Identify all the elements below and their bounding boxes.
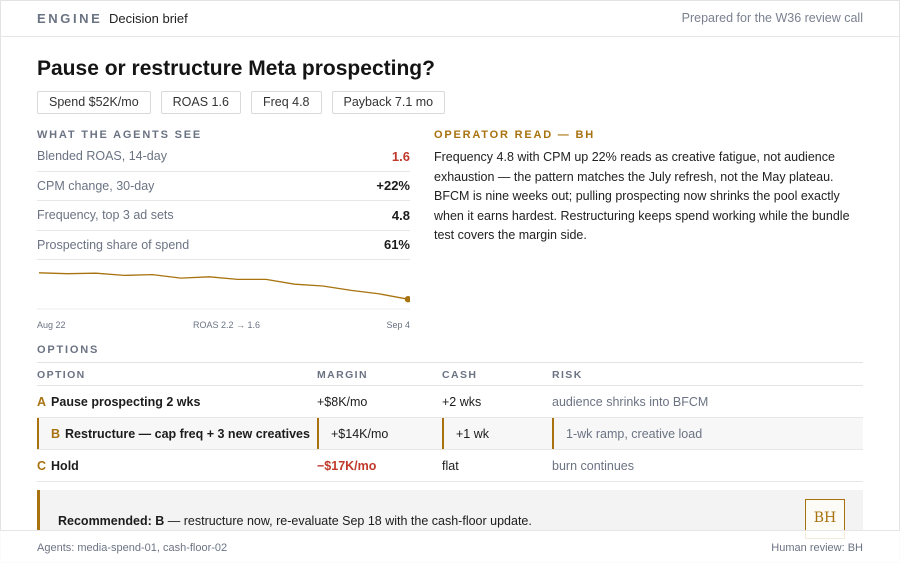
option-letter: B	[51, 427, 61, 441]
recommendation-callout: Recommended: B — restructure now, re-eva…	[37, 490, 863, 539]
agents-section-title: WHAT THE AGENTS SEE	[37, 129, 202, 141]
page-title: Pause or restructure Meta prospecting?	[37, 57, 435, 80]
chip-roas: ROAS 1.6	[160, 91, 241, 114]
metric-label: Blended ROAS, 14-day	[37, 149, 167, 164]
selected-marker	[37, 418, 39, 449]
recommendation-lead: Recommended: B	[58, 514, 165, 528]
metric-value: 1.6	[391, 148, 410, 164]
chip-spend: Spend $52K/mo	[37, 91, 151, 114]
metric-label: Prospecting share of spend	[37, 237, 190, 252]
header-risk: RISK	[552, 369, 583, 381]
metric-label: CPM change, 30-day	[37, 178, 155, 193]
metric-row: Prospecting share of spend 61%	[37, 231, 410, 260]
top-bar: ENGINE Decision brief Prepared for the W…	[0, 0, 900, 37]
spark-labels: Aug 22 ROAS 2.2 → 1.6 Sep 4	[37, 320, 410, 332]
chip-payback: Payback 7.1 mo	[331, 91, 446, 114]
option-risk: audience shrinks into BFCM	[552, 395, 709, 409]
options-section-title: OPTIONS	[37, 344, 100, 356]
metric-value: 61%	[383, 237, 410, 253]
spark-start-label: Aug 22	[37, 320, 66, 330]
options-table: OPTION MARGIN CASH RISK A Pause prospecti…	[37, 362, 863, 482]
option-risk: 1-wk ramp, creative load	[566, 427, 703, 441]
roas-series-line	[38, 272, 409, 300]
roas-sparkline	[37, 272, 410, 310]
column-divider	[442, 418, 444, 449]
option-letter: C	[37, 459, 47, 473]
option-row-b[interactable]: B Restructure — cap freq + 3 new creative…	[37, 418, 863, 450]
footer-review: Human review: BH	[771, 542, 863, 554]
option-cell: C Hold	[37, 459, 79, 473]
option-name: Pause prospecting 2 wks	[51, 395, 201, 409]
metric-label: Frequency, top 3 ad sets	[37, 208, 174, 223]
option-name: Restructure — cap freq + 3 new creatives	[65, 427, 310, 441]
chip-frequency: Freq 4.8	[250, 91, 322, 114]
option-cell: B Restructure — cap freq + 3 new creative…	[51, 427, 310, 441]
option-margin: +$14K/mo	[331, 427, 389, 441]
prepared-note: Prepared for the W36 review call	[681, 11, 863, 25]
recommendation-text: Recommended: B — restructure now, re-eva…	[58, 514, 532, 528]
option-cash: +1 wk	[456, 427, 490, 441]
option-row-c[interactable]: C Hold −$17K/mo flat burn continues	[37, 450, 863, 482]
operator-section-title: OPERATOR READ — BH	[434, 129, 595, 141]
metric-row: Blended ROAS, 14-day 1.6	[37, 142, 410, 172]
doc-type: Decision brief	[109, 11, 188, 26]
spark-mid-label: ROAS 2.2 → 1.6	[193, 320, 261, 330]
metric-value: +22%	[376, 178, 410, 194]
metric-row: Frequency, top 3 ad sets 4.8	[37, 201, 410, 231]
option-cash: +2 wks	[442, 395, 482, 409]
roas-last-point	[404, 296, 410, 303]
option-margin: +$8K/mo	[317, 395, 368, 409]
header-cash: CASH	[442, 369, 478, 381]
brand-logo: ENGINE	[37, 11, 103, 26]
recommendation-detail: — restructure now, re-evaluate Sep 18 wi…	[164, 514, 532, 528]
option-margin: −$17K/mo	[317, 459, 377, 473]
metrics-list: Blended ROAS, 14-day 1.6 CPM change, 30-…	[37, 142, 410, 260]
footer: Agents: media-spend-01, cash-floor-02 Hu…	[0, 530, 900, 563]
option-risk: burn continues	[552, 459, 635, 473]
option-cell: A Pause prospecting 2 wks	[37, 395, 200, 409]
option-cash: flat	[442, 459, 459, 473]
header-margin: MARGIN	[317, 369, 368, 381]
option-name: Hold	[51, 459, 79, 473]
kpi-chips: Spend $52K/mo ROAS 1.6 Freq 4.8 Payback …	[37, 91, 446, 114]
column-divider	[552, 418, 554, 449]
footer-agents: Agents: media-spend-01, cash-floor-02	[37, 542, 228, 554]
option-row-a[interactable]: A Pause prospecting 2 wks +$8K/mo +2 wks …	[37, 386, 863, 418]
options-header-row: OPTION MARGIN CASH RISK	[37, 363, 863, 386]
spark-end-label: Sep 4	[386, 320, 410, 330]
header-option: OPTION	[37, 369, 86, 381]
column-divider	[317, 418, 319, 449]
metric-row: CPM change, 30-day +22%	[37, 172, 410, 201]
metric-value: 4.8	[391, 207, 410, 223]
option-letter: A	[37, 395, 47, 409]
operator-read-text: Frequency 4.8 with CPM up 22% reads as c…	[434, 150, 850, 242]
